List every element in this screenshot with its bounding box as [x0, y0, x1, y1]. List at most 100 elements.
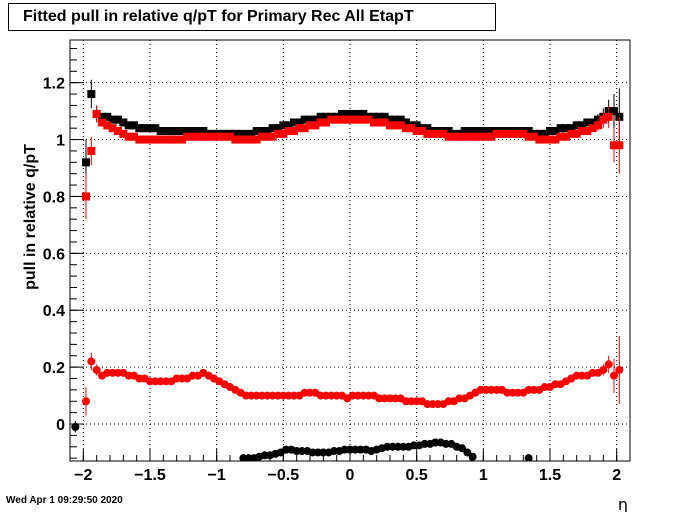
data-point [386, 115, 394, 124]
data-point [87, 357, 96, 366]
x-tick-label: −1 [208, 467, 226, 484]
data-point [338, 109, 346, 118]
data-point [412, 127, 421, 136]
data-point [167, 127, 176, 136]
data-point [466, 132, 474, 141]
data-point [567, 129, 576, 138]
data-point [178, 135, 186, 144]
data-point [140, 135, 149, 144]
series-2 [82, 335, 624, 416]
data-point [188, 127, 197, 136]
data-point [220, 132, 229, 141]
data-point [306, 115, 314, 124]
chart-title-text: Fitted pull in relative q/pT for Primary… [23, 8, 414, 25]
data-point [343, 109, 352, 118]
data-point [583, 127, 592, 136]
data-point [140, 124, 149, 133]
data-point [428, 129, 437, 138]
data-point [124, 121, 133, 130]
data-point [194, 127, 202, 136]
data-point [188, 132, 197, 141]
data-point [338, 115, 346, 124]
data-point [146, 124, 154, 133]
x-tick-label: −0.5 [268, 467, 300, 484]
data-point [514, 129, 522, 138]
data-point [322, 118, 330, 127]
data-point [460, 127, 469, 136]
data-point [268, 124, 277, 133]
data-point [407, 124, 416, 133]
data-point [482, 132, 490, 141]
series-0 [82, 79, 624, 186]
data-point [562, 132, 570, 141]
data-point [300, 115, 309, 124]
data-point [130, 121, 138, 130]
data-point [226, 132, 234, 141]
axes: −2 −1.5 −1 −0.5 0 0.5 1 1.5 2 0 0.2 0.4 0.6 0.8 1 1.2 [43, 48, 631, 484]
data-point [615, 141, 624, 150]
data-point [295, 124, 304, 133]
data-point [215, 132, 224, 141]
data-point [540, 129, 549, 138]
data-point [487, 132, 496, 141]
y-tick-label: 0 [56, 417, 65, 434]
y-tick-label: 0.4 [43, 303, 65, 320]
data-point [466, 127, 474, 136]
x-tick-label: −1.5 [134, 467, 166, 484]
data-point [540, 135, 549, 144]
data-point [423, 124, 432, 133]
data-point [444, 127, 453, 136]
data-point [156, 135, 165, 144]
data-point [332, 115, 341, 124]
data-point [279, 121, 288, 130]
data-point [546, 135, 554, 144]
data-point [92, 109, 101, 118]
data-point [556, 124, 565, 133]
data-point [588, 118, 597, 127]
data-point [135, 135, 144, 144]
data-point [476, 132, 485, 141]
data-point [130, 132, 138, 141]
data-point [423, 129, 432, 138]
data-point [114, 115, 122, 124]
data-point [300, 124, 309, 133]
data-point [391, 121, 400, 130]
data-point [599, 115, 608, 124]
data-point [386, 121, 394, 130]
x-tick-label: 0.5 [406, 467, 428, 484]
x-tick-label: 1.5 [539, 467, 561, 484]
data-point [458, 444, 466, 453]
data-point [98, 118, 106, 127]
data-point [412, 121, 421, 130]
data-point [519, 129, 528, 138]
y-tick-label: 1 [56, 133, 65, 150]
data-point [439, 129, 448, 138]
data-point [444, 132, 453, 141]
data-point [455, 132, 464, 141]
data-point [450, 132, 458, 141]
data-point [599, 365, 608, 374]
data-point [364, 115, 373, 124]
data-point [524, 132, 533, 141]
data-point [460, 132, 469, 141]
data-point [236, 135, 245, 144]
data-point [535, 129, 544, 138]
data-point [284, 121, 293, 130]
data-point [567, 124, 576, 133]
data-point [578, 127, 586, 136]
data-point [578, 121, 586, 130]
data-point [103, 112, 112, 121]
data-point [178, 127, 186, 136]
data-point [524, 454, 533, 461]
data-point [380, 118, 389, 127]
data-point [487, 127, 496, 136]
data-point [124, 132, 133, 141]
data-point [108, 115, 117, 124]
data-point [82, 397, 90, 406]
data-point [311, 115, 320, 124]
data-point [82, 192, 90, 201]
data-point [370, 118, 378, 127]
data-point [535, 135, 544, 144]
data-point [151, 124, 160, 133]
data-point [151, 135, 160, 144]
